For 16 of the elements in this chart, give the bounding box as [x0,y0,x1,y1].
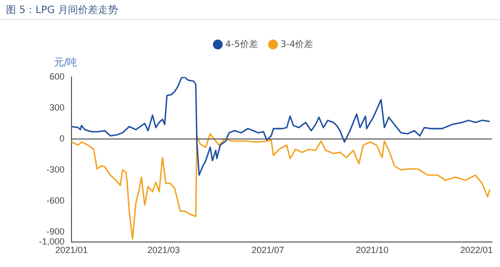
y-tick-label: -300 [46,164,65,174]
y-tick-label: 300 [49,102,65,112]
y-tick-label: 0 [60,133,65,144]
y-tick-label: -1,000 [38,236,65,247]
x-tick-label: 2022/01 [460,245,493,256]
y-axis-title: 元/吨 [54,56,78,69]
x-tick-label: 2021/07 [252,245,284,256]
x-tick-label: 2021/03 [147,245,180,256]
y-tick-label: -600 [46,195,65,206]
x-tick-label: 2021/10 [356,245,388,256]
y-tick-label: 600 [49,71,65,82]
legend-label: 4-5价差 [225,38,258,50]
legend-label: 3-4价差 [280,38,314,50]
x-tick-label: 2021/01 [55,245,88,256]
y-tick-label: -900 [46,226,65,236]
chart-title: 图 5：LPG 月间价差走势 [0,0,500,20]
